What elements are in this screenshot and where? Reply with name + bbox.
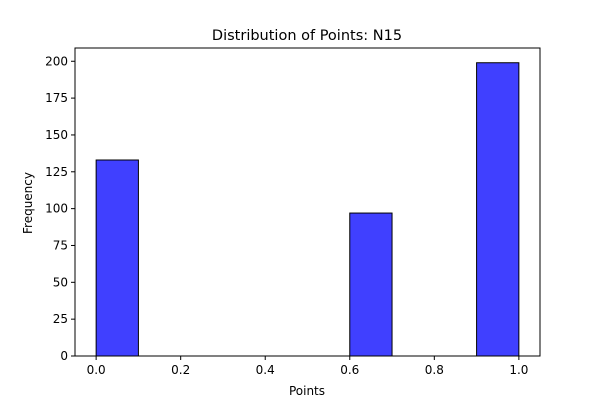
bars-group xyxy=(95,62,520,357)
x-tick-label: 0.6 xyxy=(340,363,359,377)
x-tick-label: 0.0 xyxy=(87,363,106,377)
histogram-bar xyxy=(349,212,393,357)
x-tick-label: 0.2 xyxy=(171,363,190,377)
y-axis-label: Frequency xyxy=(21,172,35,234)
x-axis-label: Points xyxy=(289,384,325,398)
y-tick-label: 75 xyxy=(53,238,68,252)
chart-title: Distribution of Points: N15 xyxy=(212,28,402,44)
histogram-bar xyxy=(95,159,139,357)
plot-area-frame xyxy=(74,47,541,357)
y-tick-label: 125 xyxy=(45,165,68,179)
y-tick-label: 100 xyxy=(45,202,68,216)
y-tick-label: 0 xyxy=(60,349,68,363)
y-tick-label: 150 xyxy=(45,128,68,142)
y-tick-label: 200 xyxy=(45,54,68,68)
y-tick-label: 25 xyxy=(53,312,68,326)
x-axis-ticks: 0.0 0.2 0.4 0.6 0.8 1.0 xyxy=(87,356,528,377)
y-tick-label: 50 xyxy=(53,275,68,289)
x-tick-label: 1.0 xyxy=(509,363,528,377)
x-tick-label: 0.4 xyxy=(256,363,275,377)
histogram-bar xyxy=(476,62,520,357)
y-axis-ticks: 0 25 50 75 100 125 150 175 200 xyxy=(45,54,75,363)
y-tick-label: 175 xyxy=(45,91,68,105)
x-tick-label: 0.8 xyxy=(425,363,444,377)
